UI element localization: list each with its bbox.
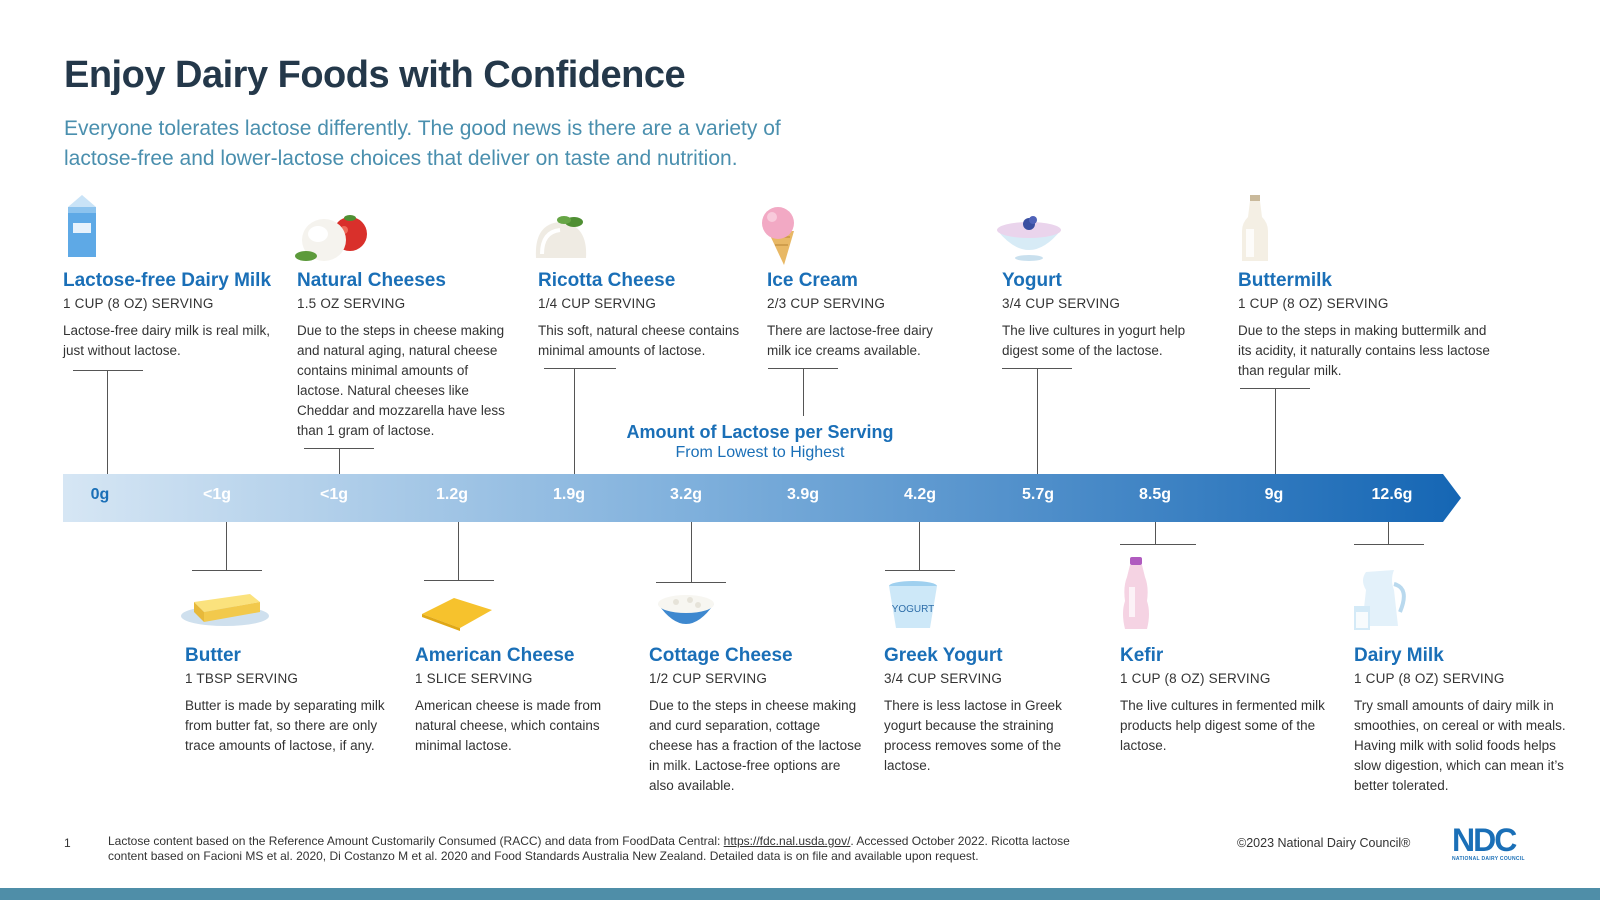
item-description: Due to the steps in cheese making and cu…: [649, 698, 862, 793]
item-title: Cottage Cheese: [649, 645, 793, 666]
item-american-cheese: American Cheese 1 SLICE SERVING American…: [415, 645, 620, 756]
item-greek-yogurt: Greek Yogurt 3/4 CUP SERVING There is le…: [884, 645, 1089, 776]
scale-value: 1.9g: [552, 486, 585, 503]
item-serving: 1/2 CUP SERVING: [649, 671, 768, 686]
footnote-suffix: . Accessed October 2022. Ricotta lactose…: [108, 834, 1070, 863]
page-title: Enjoy Dairy Foods with Confidence: [64, 54, 686, 96]
item-serving: 1 CUP (8 OZ) SERVING: [1120, 671, 1271, 686]
item-yogurt: Yogurt 3/4 CUP SERVING The live cultures…: [1002, 270, 1212, 361]
item-title: Ricotta Cheese: [538, 270, 676, 291]
item-title: American Cheese: [415, 645, 575, 666]
scale-value: 3.2g: [669, 486, 702, 503]
scale-value: 3.9g: [786, 486, 819, 503]
item-title: Kefir: [1120, 645, 1164, 666]
scale-value: 5.7g: [1021, 486, 1054, 503]
scale-value: 4.2g: [903, 486, 936, 503]
item-buttermilk: Buttermilk 1 CUP (8 OZ) SERVING Due to t…: [1238, 270, 1493, 381]
item-description: The live cultures in yogurt help digest …: [1002, 323, 1186, 358]
fooddata-link[interactable]: https://fdc.nal.usda.gov/: [723, 834, 851, 848]
item-ricotta-cheese: Ricotta Cheese 1/4 CUP SERVING This soft…: [538, 270, 758, 361]
logo-subtext: NATIONAL DAIRY COUNCIL: [1452, 856, 1525, 862]
logo-mark: NDC: [1452, 822, 1517, 858]
ice-cream-cone-icon: [762, 207, 794, 265]
item-description: Due to the steps in cheese making and na…: [297, 323, 505, 438]
ndc-logo: NDC NATIONAL DAIRY COUNCIL: [1452, 824, 1538, 862]
item-dairy-milk: Dairy Milk 1 CUP (8 OZ) SERVING Try smal…: [1354, 645, 1576, 796]
item-serving: 1/4 CUP SERVING: [538, 296, 657, 311]
item-kefir: Kefir 1 CUP (8 OZ) SERVING The live cult…: [1120, 645, 1335, 756]
lactose-scale-arrow: [63, 474, 1461, 522]
milk-pitcher-icon: [1354, 570, 1406, 630]
scale-value: 8.5g: [1138, 486, 1171, 503]
item-description: This soft, natural cheese contains minim…: [538, 323, 740, 358]
item-description: Lactose-free dairy milk is real milk, ju…: [63, 323, 271, 358]
scale-heading: Amount of Lactose per Serving From Lowes…: [620, 422, 900, 462]
item-serving: 1 CUP (8 OZ) SERVING: [1354, 671, 1505, 686]
scale-value: 9g: [1264, 486, 1284, 503]
scale-title: Amount of Lactose per Serving: [626, 422, 894, 442]
footnote: Lactose content based on the Reference A…: [108, 834, 1088, 864]
item-serving: 3/4 CUP SERVING: [1002, 296, 1121, 311]
item-serving: 1 CUP (8 OZ) SERVING: [63, 296, 214, 311]
item-serving: 1 TBSP SERVING: [185, 671, 299, 686]
item-ice-cream: Ice Cream 2/3 CUP SERVING There are lact…: [767, 270, 957, 361]
item-title: Dairy Milk: [1354, 645, 1444, 666]
item-title: Ice Cream: [767, 270, 858, 291]
mozzarella-icon: [295, 215, 367, 261]
item-cottage-cheese: Cottage Cheese 1/2 CUP SERVING Due to th…: [649, 645, 864, 796]
kefir-bottle-icon: [1123, 557, 1149, 629]
bottom-stripe: [0, 888, 1600, 900]
item-serving: 1 CUP (8 OZ) SERVING: [1238, 296, 1389, 311]
butter-icon: [181, 594, 269, 626]
cheese-slice-icon: [422, 598, 492, 631]
svg-text:YOGURT: YOGURT: [892, 604, 935, 615]
scale-subtitle: From Lowest to Highest: [675, 444, 845, 461]
cottage-cheese-bowl-icon: [658, 595, 714, 624]
item-description: Butter is made by separating milk from b…: [185, 698, 385, 753]
scale-value: <1g: [319, 486, 348, 503]
item-description: Try small amounts of dairy milk in smoot…: [1354, 698, 1566, 793]
scale-value: 1.2g: [435, 486, 468, 503]
yogurt-cup-icon: YOGURT: [889, 581, 937, 628]
item-serving: 1 SLICE SERVING: [415, 671, 533, 686]
item-description: The live cultures in fermented milk prod…: [1120, 698, 1325, 753]
footnote-prefix: Lactose content based on the Reference A…: [108, 834, 724, 848]
item-natural-cheeses: Natural Cheeses 1.5 OZ SERVING Due to th…: [297, 270, 517, 441]
scale-value: 0g: [90, 486, 110, 503]
item-butter: Butter 1 TBSP SERVING Butter is made by …: [185, 645, 385, 756]
item-description: American cheese is made from natural che…: [415, 698, 602, 753]
item-lactose-free-milk: Lactose-free Dairy Milk 1 CUP (8 OZ) SER…: [63, 270, 278, 361]
item-title: Yogurt: [1002, 270, 1062, 291]
item-serving: 1.5 OZ SERVING: [297, 296, 406, 311]
copyright: ©2023 National Dairy Council®: [1237, 836, 1411, 850]
footnote-number: 1: [64, 836, 71, 850]
item-serving: 3/4 CUP SERVING: [884, 671, 1003, 686]
milk-carton-icon: [68, 195, 96, 257]
scale-value: <1g: [202, 486, 231, 503]
item-title: Greek Yogurt: [884, 645, 1003, 666]
item-description: Due to the steps in making buttermilk an…: [1238, 323, 1490, 378]
yogurt-bowl-icon: [997, 216, 1061, 261]
item-title: Natural Cheeses: [297, 270, 446, 291]
scale-value: 12.6g: [1371, 486, 1413, 503]
item-title: Lactose-free Dairy Milk: [63, 270, 272, 291]
page-subtitle: Everyone tolerates lactose differently. …: [64, 117, 781, 170]
scale-arrow-shape: [63, 474, 1461, 522]
item-description: There are lactose-free dairy milk ice cr…: [767, 323, 933, 358]
buttermilk-bottle-icon: [1242, 195, 1268, 261]
item-title: Buttermilk: [1238, 270, 1332, 291]
ricotta-icon: [535, 216, 587, 258]
item-title: Butter: [185, 645, 241, 666]
item-description: There is less lactose in Greek yogurt be…: [884, 698, 1062, 773]
item-serving: 2/3 CUP SERVING: [767, 296, 886, 311]
